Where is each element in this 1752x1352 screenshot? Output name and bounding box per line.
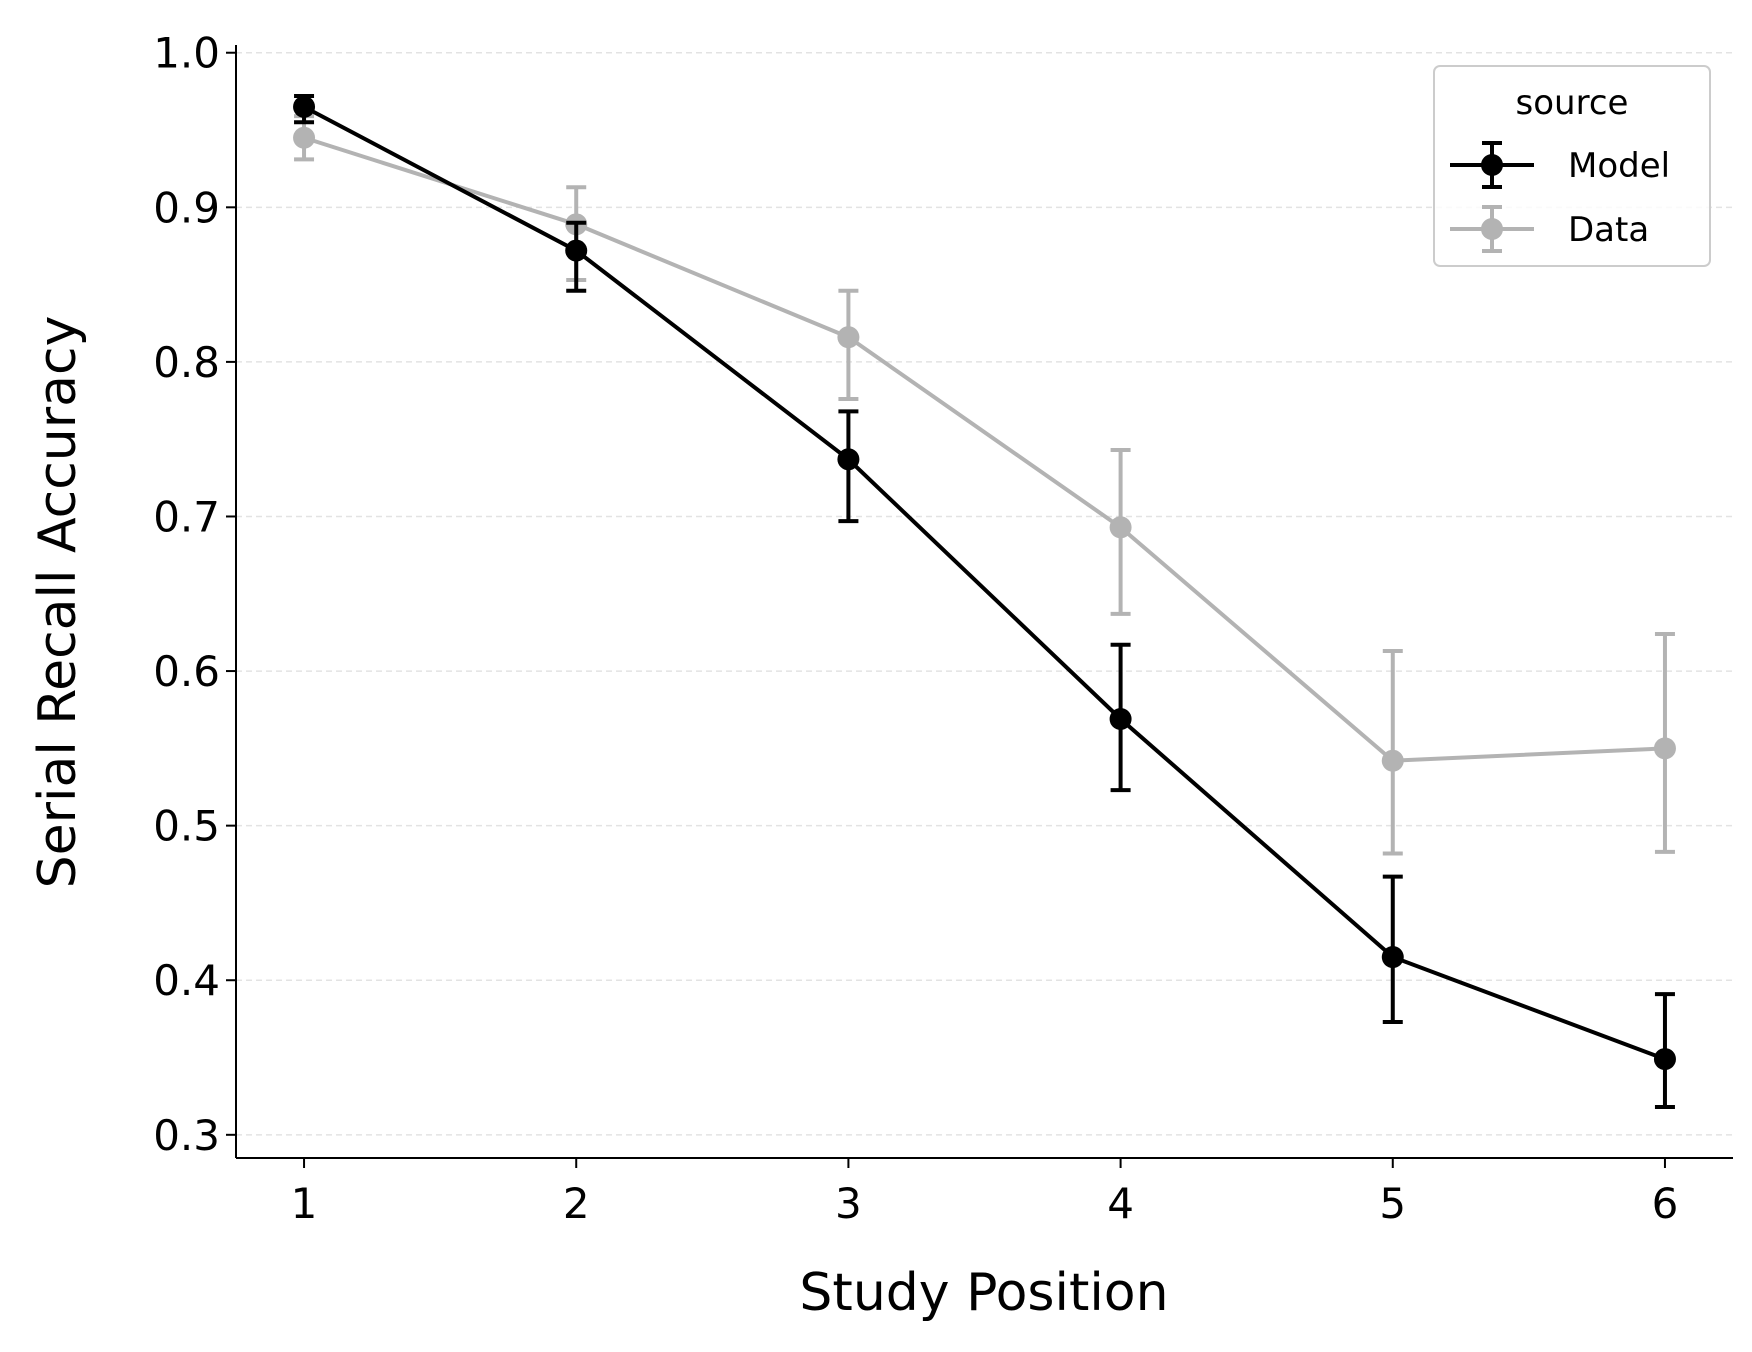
legend-marker — [1481, 154, 1503, 176]
data-point — [1381, 749, 1404, 772]
series-data — [293, 114, 1676, 856]
series-model — [293, 94, 1676, 1109]
x-tick-label: 6 — [1652, 1179, 1679, 1228]
x-tick-label: 4 — [1107, 1179, 1134, 1228]
y-tick-label: 0.3 — [153, 1111, 220, 1160]
data-point — [1381, 946, 1404, 969]
data-point — [1109, 707, 1132, 730]
legend: source Model Data — [1433, 65, 1711, 267]
data-point — [293, 95, 316, 118]
x-axis-label: Study Position — [799, 1263, 1168, 1323]
data-point — [565, 239, 588, 262]
y-axis-label: Serial Recall Accuracy — [28, 316, 88, 889]
y-tick-label: 0.5 — [153, 802, 220, 851]
series-layer — [293, 94, 1676, 1109]
legend-label: Model — [1568, 146, 1670, 186]
legend-label: Data — [1568, 210, 1649, 250]
y-tick-label: 0.9 — [153, 183, 220, 232]
legend-box — [1433, 65, 1711, 267]
data-point — [837, 448, 860, 471]
y-tick-label: 0.7 — [153, 492, 220, 541]
y-tick-label: 1.0 — [153, 29, 220, 78]
y-tick-label: 0.8 — [153, 338, 220, 387]
x-tick-label: 5 — [1379, 1179, 1406, 1228]
data-point — [293, 126, 316, 149]
data-point — [1653, 1048, 1676, 1071]
data-point — [1109, 516, 1132, 539]
data-point — [1653, 737, 1676, 760]
x-tick-label: 2 — [563, 1179, 590, 1228]
series-line — [303, 105, 1666, 1061]
x-tick-label: 1 — [291, 1179, 318, 1228]
y-tick-label: 0.4 — [153, 956, 220, 1005]
x-tick-label: 3 — [835, 1179, 862, 1228]
data-point — [837, 326, 860, 349]
legend-marker — [1481, 218, 1503, 240]
legend-title: source — [1516, 83, 1629, 123]
y-tick-label: 0.6 — [153, 647, 220, 696]
ticks: 0.3 0.4 0.5 0.6 0.7 0.8 0.9 1.0 1 2 3 4 5 6 — [153, 29, 1678, 1228]
series-line — [303, 135, 1666, 763]
